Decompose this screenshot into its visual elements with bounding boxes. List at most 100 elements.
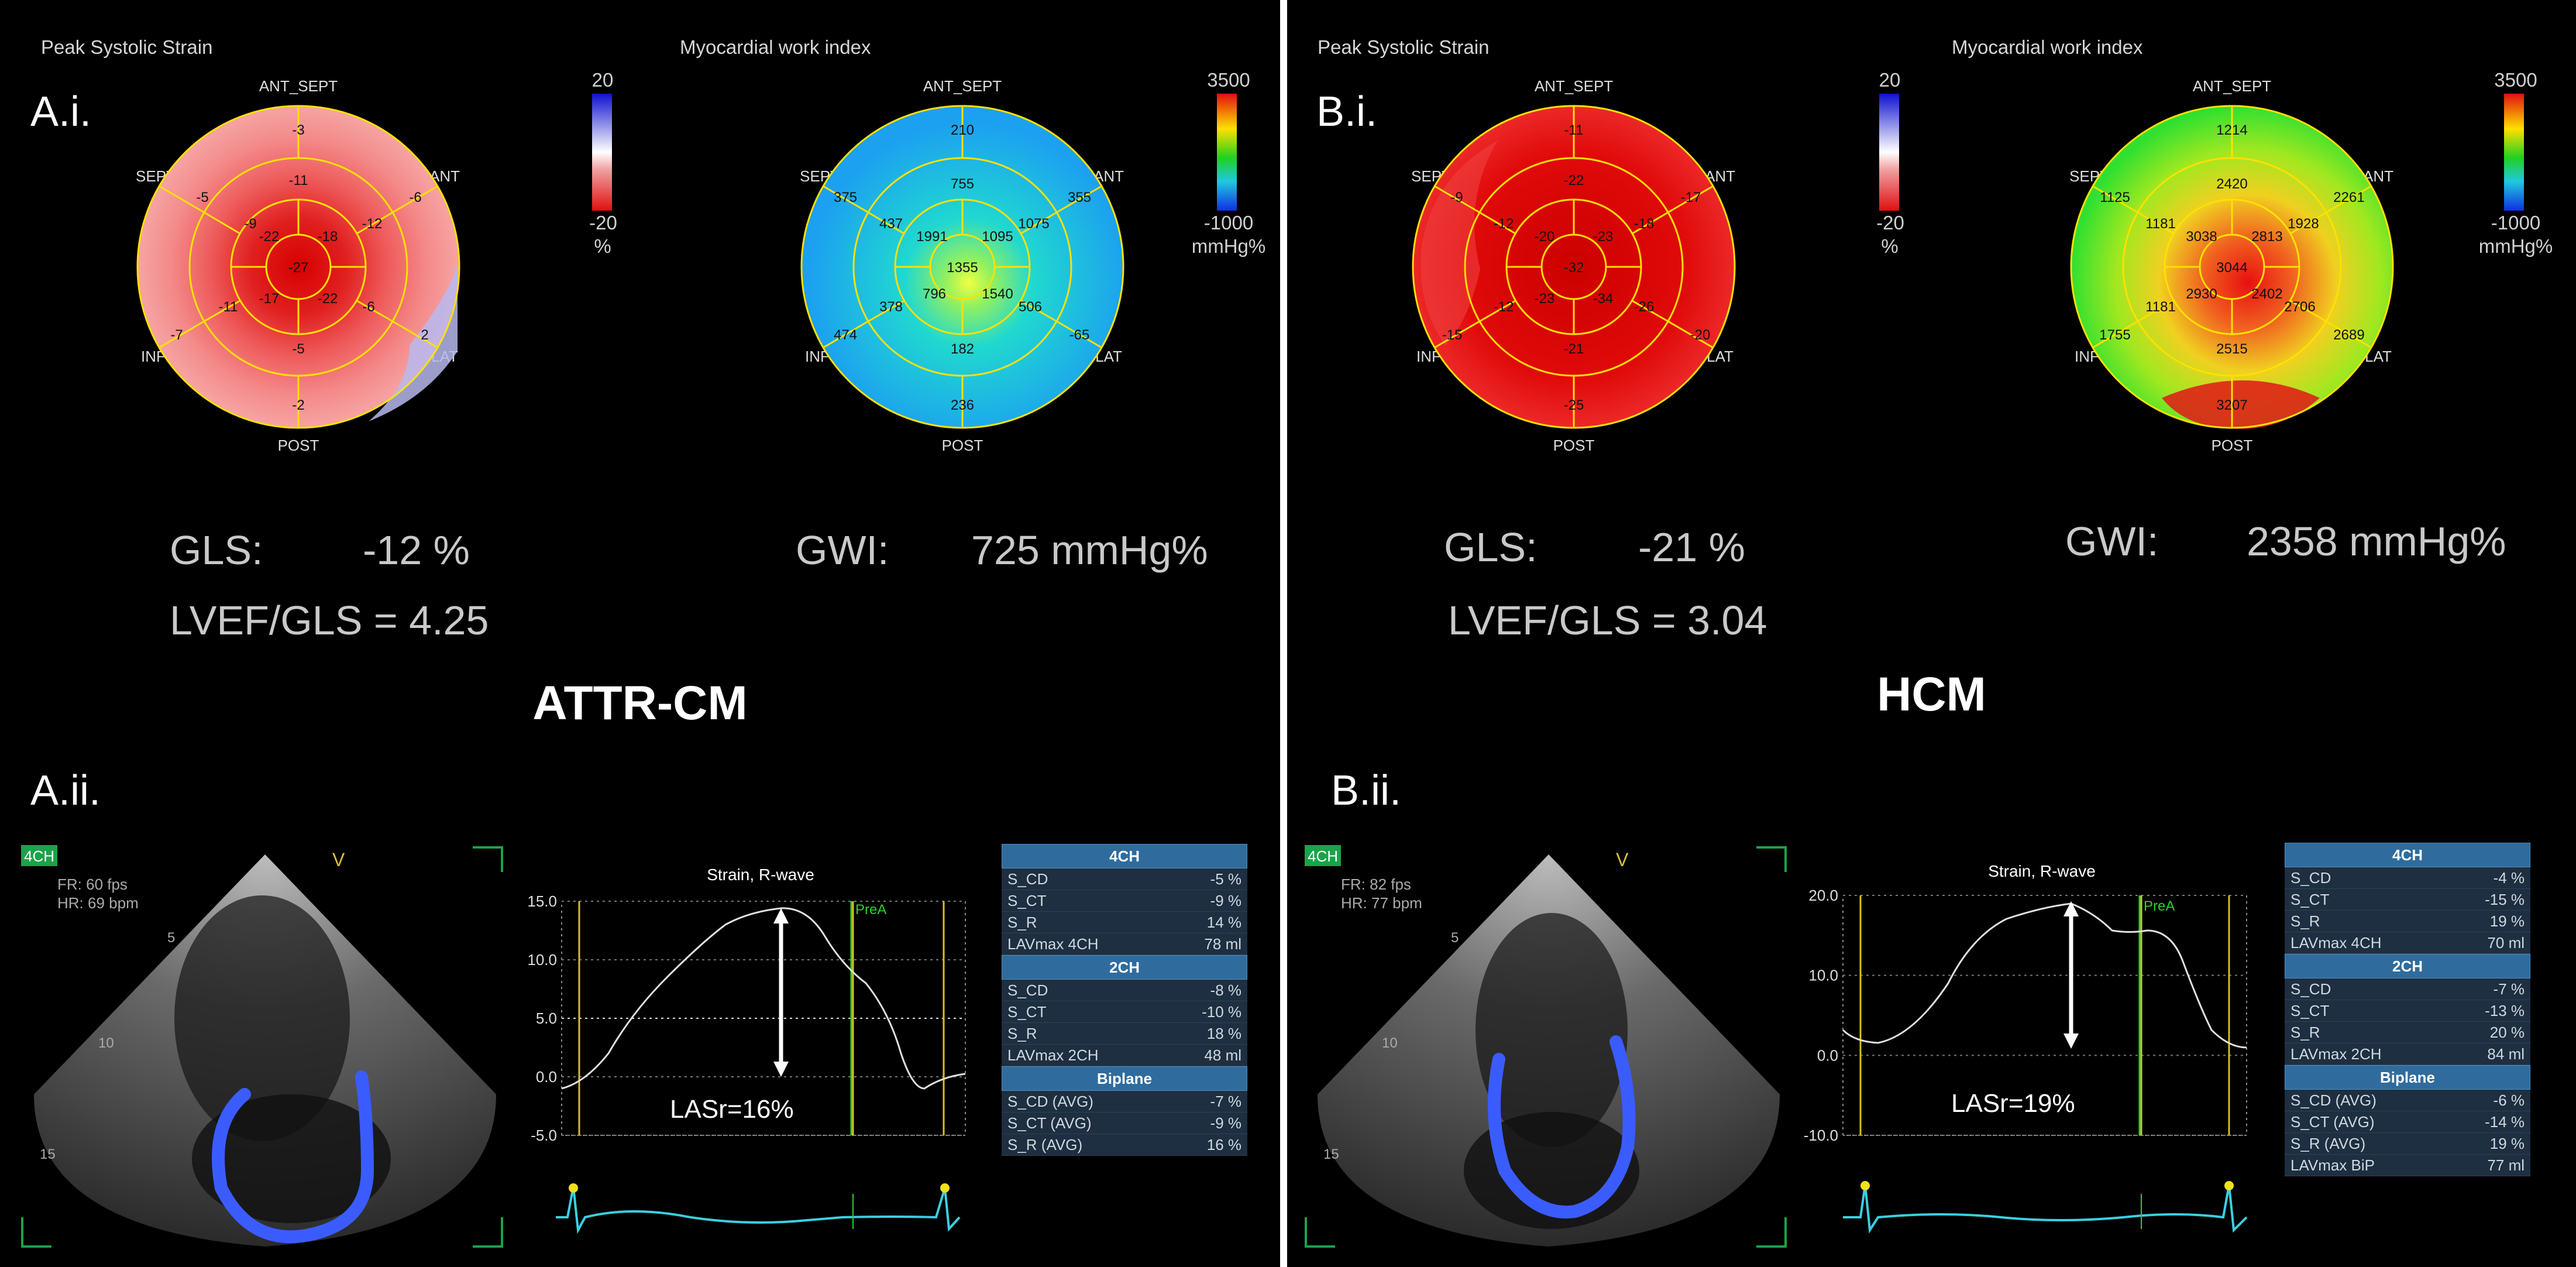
gwi-value: 2358 mmHg% [2247, 519, 2506, 564]
seg-apical-4: -22 [259, 229, 280, 245]
bullseye-disc [1413, 106, 1735, 428]
y-tick-label: 20.0 [1808, 887, 1838, 904]
work-header: Myocardial work index [1952, 36, 2143, 58]
strain-curve [1842, 902, 2247, 1049]
work-scale-unit: mmHg% [1191, 235, 1266, 257]
seg-outer-1: 1214 [2216, 122, 2247, 138]
row-value: -4 % [2493, 869, 2525, 887]
bullseye-grid [800, 105, 1124, 429]
seg-mid-5: -11 [219, 299, 238, 315]
label-a-ii: A.ii. [30, 767, 101, 814]
lvef-gls-ratio: LVEF/GLS = 3.04 [1448, 598, 1767, 643]
row-value: 70 ml [2487, 934, 2525, 952]
strain-scale-min: -20 [589, 212, 617, 234]
depth-15: 15 [40, 1146, 56, 1162]
table-row: S_CT -13 % [2285, 1000, 2530, 1022]
seg-mid-2: 1075 [1018, 216, 1049, 232]
seg-apex: -32 [1564, 260, 1584, 276]
table-section-header: Biplane [2285, 1065, 2530, 1090]
strain-scale-bar [1879, 94, 1899, 211]
seg-apical-2: -34 [1593, 291, 1614, 307]
row-value: 19 % [2489, 1135, 2525, 1152]
seg-apical-4: 3038 [2186, 229, 2217, 245]
table-row: S_CT (AVG) -9 % [1002, 1113, 1247, 1134]
seg-apical-3: -23 [1535, 291, 1555, 307]
seg-mid-2: 1928 [2288, 216, 2319, 232]
panel-hcm: Peak Systolic Strain Myocardial work ind… [1287, 0, 2576, 1267]
table-row: S_CD (AVG) -6 % [2285, 1090, 2530, 1111]
seg-mid-5: 378 [879, 299, 903, 315]
seg-mid-5: -12 [1494, 299, 1514, 315]
table-row: S_CD -7 % [2285, 978, 2530, 1000]
seg-apical-3: 796 [923, 286, 946, 302]
diagnosis-title: ATTR-CM [532, 677, 748, 730]
strain-scale-bar [592, 94, 612, 211]
row-label: S_CT [1007, 892, 1047, 909]
gls-label: GLS: [1444, 524, 1538, 570]
lasr-label: LASr=16% [670, 1095, 794, 1124]
table-row: S_CT (AVG) -14 % [2285, 1111, 2530, 1133]
label-b-ii: B.ii. [1331, 767, 1402, 814]
view-label: 4CH [1308, 847, 1338, 865]
work-scale-max: 3500 [1207, 69, 1250, 91]
depth-15: 15 [1323, 1146, 1339, 1162]
seg-apical-2: 2402 [2251, 286, 2282, 302]
seg-apical-1: 1095 [982, 229, 1013, 245]
heart-rate: HR: 69 bpm [57, 894, 139, 912]
work-scale-bar [1217, 94, 1237, 211]
work-scale-min: -1000 [2491, 212, 2541, 234]
strain-bullseye: ANT_SEPT ANT LAT POST INF SEPT [136, 77, 460, 454]
seg-outer-6: -5 [196, 190, 208, 205]
gwi-value: 725 mmHg% [971, 527, 1208, 573]
prea-marker: PreA [855, 902, 886, 918]
table-row: LAVmax BiP 77 ml [2285, 1155, 2530, 1176]
seg-mid-1: -11 [289, 173, 308, 188]
marker-v: V [332, 849, 345, 870]
table-row: LAVmax 2CH 84 ml [2285, 1043, 2530, 1065]
graph-title: Strain, R-wave [1988, 862, 2096, 880]
row-value: 77 ml [2487, 1156, 2525, 1174]
row-label: S_CD [1007, 981, 1048, 999]
seg-outer-6: -9 [1450, 190, 1463, 205]
orient-post: POST [1553, 437, 1595, 454]
row-label: S_R [1007, 914, 1037, 931]
seg-apical-4: -20 [1535, 229, 1555, 245]
seg-outer-5: -7 [170, 327, 183, 343]
seg-apex: 1355 [947, 260, 978, 276]
row-value: 19 % [2489, 912, 2525, 930]
seg-outer-3: -65 [1069, 327, 1090, 343]
seg-outer-3: 2 [421, 327, 428, 343]
seg-outer-5: 474 [834, 327, 857, 343]
row-label: S_R [2290, 1024, 2320, 1041]
seg-outer-5: 1755 [2099, 327, 2130, 343]
row-value: -14 % [2485, 1113, 2525, 1131]
row-value: -6 % [2493, 1091, 2525, 1109]
row-label: LAVmax 2CH [1007, 1046, 1099, 1064]
seg-outer-2: -6 [409, 190, 421, 205]
seg-outer-5: -15 [1442, 327, 1463, 343]
seg-mid-2: -18 [1634, 216, 1655, 232]
table-row: S_R 20 % [2285, 1022, 2530, 1043]
seg-outer-6: 375 [834, 190, 857, 205]
panel-attr-cm: Peak Systolic Strain Myocardial work ind… [0, 0, 1280, 1267]
row-label: S_R [1007, 1025, 1037, 1042]
bullseye-disc [802, 106, 1123, 428]
strain-graph: Strain, R-wave PreA LASr=16% 15.0 10.0 5.0… [527, 866, 966, 1234]
row-value: 48 ml [1204, 1046, 1241, 1064]
seg-mid-6: 1181 [2145, 216, 2176, 232]
echo-image: 4CH FR: 82 fps HR: 77 bpm V 5 10 15 [1305, 845, 1787, 1248]
bullseye-grid [1412, 105, 1736, 429]
seg-mid-5: 1181 [2145, 299, 2176, 315]
table-section-header: Biplane [1002, 1066, 1247, 1091]
seg-mid-4: -21 [1564, 341, 1584, 357]
orient-post: POST [2212, 437, 2253, 454]
work-scale-min: -1000 [1203, 212, 1254, 234]
row-label: S_CD [1007, 870, 1048, 888]
ecg-trace [1843, 1184, 2248, 1234]
table-row: S_CT -15 % [2285, 889, 2530, 911]
seg-mid-1: 2420 [2216, 176, 2247, 192]
row-value: -8 % [1210, 981, 1241, 999]
row-label: LAVmax 4CH [1007, 935, 1099, 953]
strain-scale-min: -20 [1876, 212, 1904, 234]
seg-outer-2: 2261 [2333, 190, 2364, 205]
